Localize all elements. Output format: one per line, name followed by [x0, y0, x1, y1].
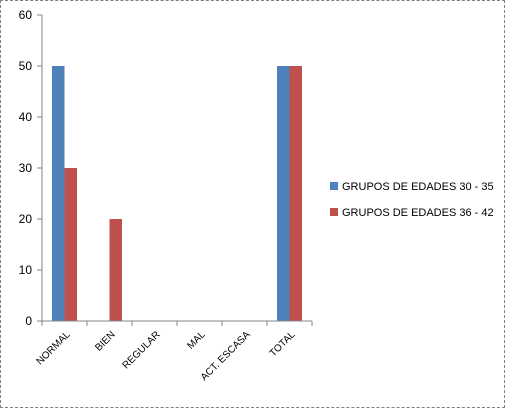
- x-axis-ticks: [41, 321, 313, 326]
- y-tick-label: 40: [19, 110, 33, 124]
- legend: GRUPOS DE EDADES 30 - 35 GRUPOS DE EDADES…: [330, 181, 494, 219]
- y-tick-label: 50: [19, 59, 33, 73]
- legend-label: GRUPOS DE EDADES 36 - 42: [342, 207, 494, 219]
- x-tick-label: BIEN: [93, 329, 117, 353]
- x-tick-label: MAL: [185, 329, 208, 352]
- bar-1-normal: [52, 66, 65, 321]
- y-tick-label: 0: [25, 314, 32, 328]
- x-tick-label: TOTAL: [268, 329, 298, 359]
- bar-2-total: [289, 66, 302, 321]
- x-tick-label: NORMAL: [35, 329, 73, 367]
- legend-swatch: [330, 208, 338, 216]
- y-tick-label: 20: [19, 212, 33, 226]
- y-tick-label: 30: [19, 161, 33, 175]
- legend-swatch: [330, 182, 338, 190]
- y-tick-label: 60: [19, 8, 33, 22]
- bars: [52, 66, 302, 321]
- legend-label: GRUPOS DE EDADES 30 - 35: [342, 181, 494, 193]
- y-axis-ticks: 0 10 20 30 40 50 60: [19, 8, 42, 328]
- x-tick-label: REGULAR: [121, 329, 163, 371]
- bar-2-bien: [109, 219, 122, 321]
- bar-2-normal: [64, 168, 77, 321]
- bar-1-total: [277, 66, 290, 321]
- y-tick-label: 10: [19, 263, 33, 277]
